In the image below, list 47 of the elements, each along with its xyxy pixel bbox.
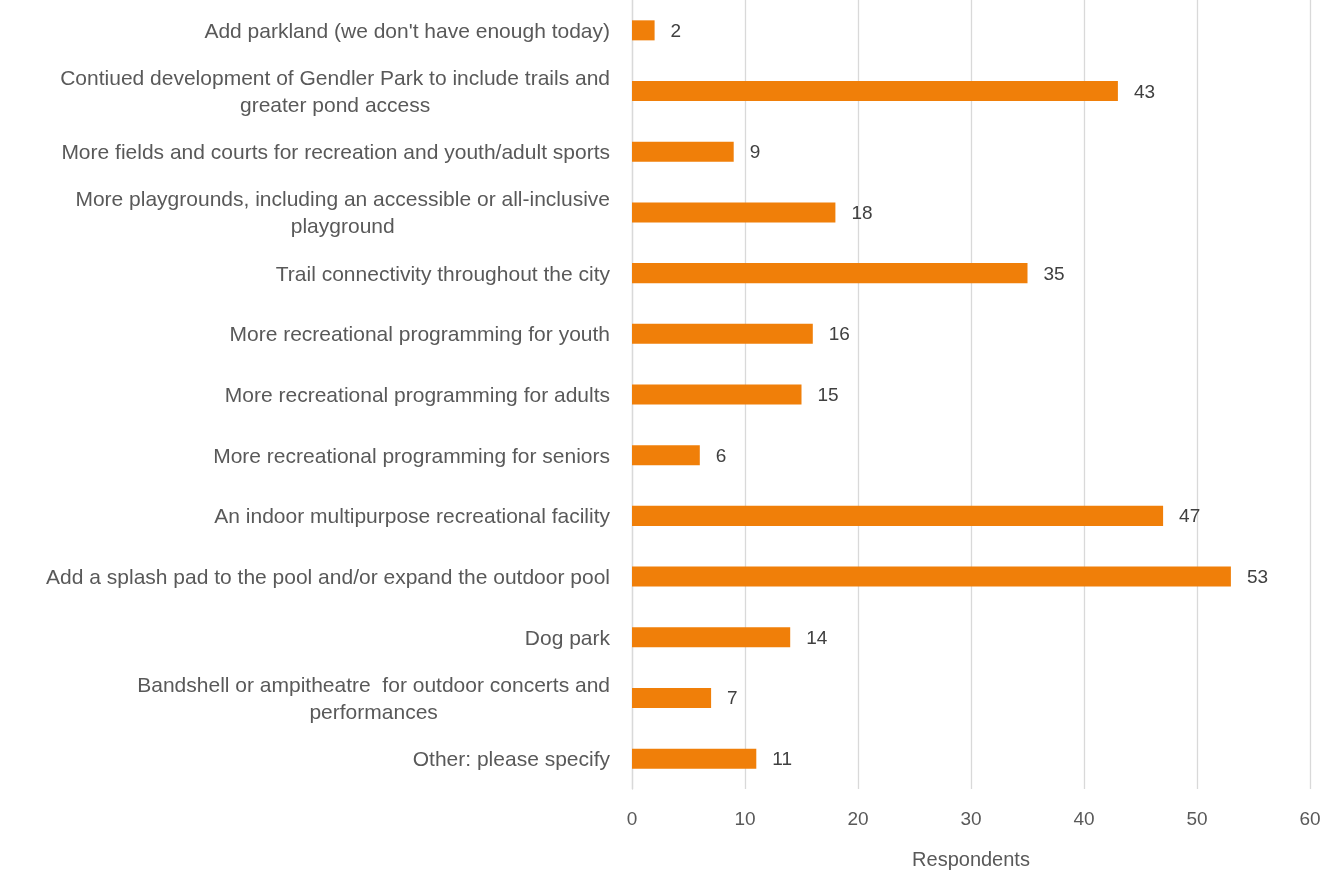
data-label: 9 [749,141,761,163]
data-label: 16 [828,323,850,345]
y-tick-label: An indoor multipurpose recreational facility [214,504,611,528]
y-tick-label: More fields and courts for recreation and youth/adult sports [61,140,610,164]
bar [632,81,1118,102]
bar [632,445,700,466]
data-label: 43 [1133,80,1156,102]
bar [632,627,791,648]
data-label: 7 [727,687,738,709]
y-tick-label: Contiued development of Gendler Park to include trails and greater pond access [60,66,610,117]
x-axis-title: Respondents [912,848,1030,870]
x-tick-label: 40 [1073,808,1095,829]
bar [632,323,813,344]
x-tick-label: 30 [960,808,982,829]
bar [632,505,1164,526]
bar [632,20,655,41]
bar [632,141,734,162]
data-label: 18 [851,201,873,223]
y-tick-label: Dog park [524,625,611,649]
x-tick-label: 50 [1186,808,1208,829]
y-tick-label: More recreational programming for adults [224,383,610,406]
y-tick-label: Add a splash pad to the pool and/or expand the outdoor pool [46,565,610,589]
y-tick-label: More recreational programming for youth [229,322,611,346]
data-label: 53 [1246,566,1269,588]
y-tick-label: More recreational programming for seniors [213,443,610,467]
data-label: 6 [715,444,727,466]
y-tick-label: More playgrounds, including an accessible or all-inclusive playground [75,187,610,238]
bar [632,687,712,708]
bar [632,384,802,405]
data-label: 15 [817,384,839,405]
data-label: 2 [670,19,682,41]
y-tick-label: Add parkland (we don't have enough today) [204,18,610,42]
bar [632,748,757,769]
x-tick-label: 10 [734,808,756,829]
data-label: 47 [1179,505,1201,527]
bar [632,566,1231,587]
bar [632,202,836,223]
x-tick-label: 60 [1299,808,1321,829]
data-label: 14 [806,626,828,648]
y-tick-label: Other: please specify [412,747,611,771]
x-tick-label: 20 [847,808,869,829]
y-tick-label: Trail connectivity throughout the city [275,261,611,285]
data-label: 35 [1043,262,1065,284]
y-tick-label: Bandshell or ampitheatre for outdoor concerts and performances [137,672,610,723]
x-tick-label: 0 [626,808,638,829]
bar [632,263,1028,284]
data-label: 11 [772,748,793,770]
